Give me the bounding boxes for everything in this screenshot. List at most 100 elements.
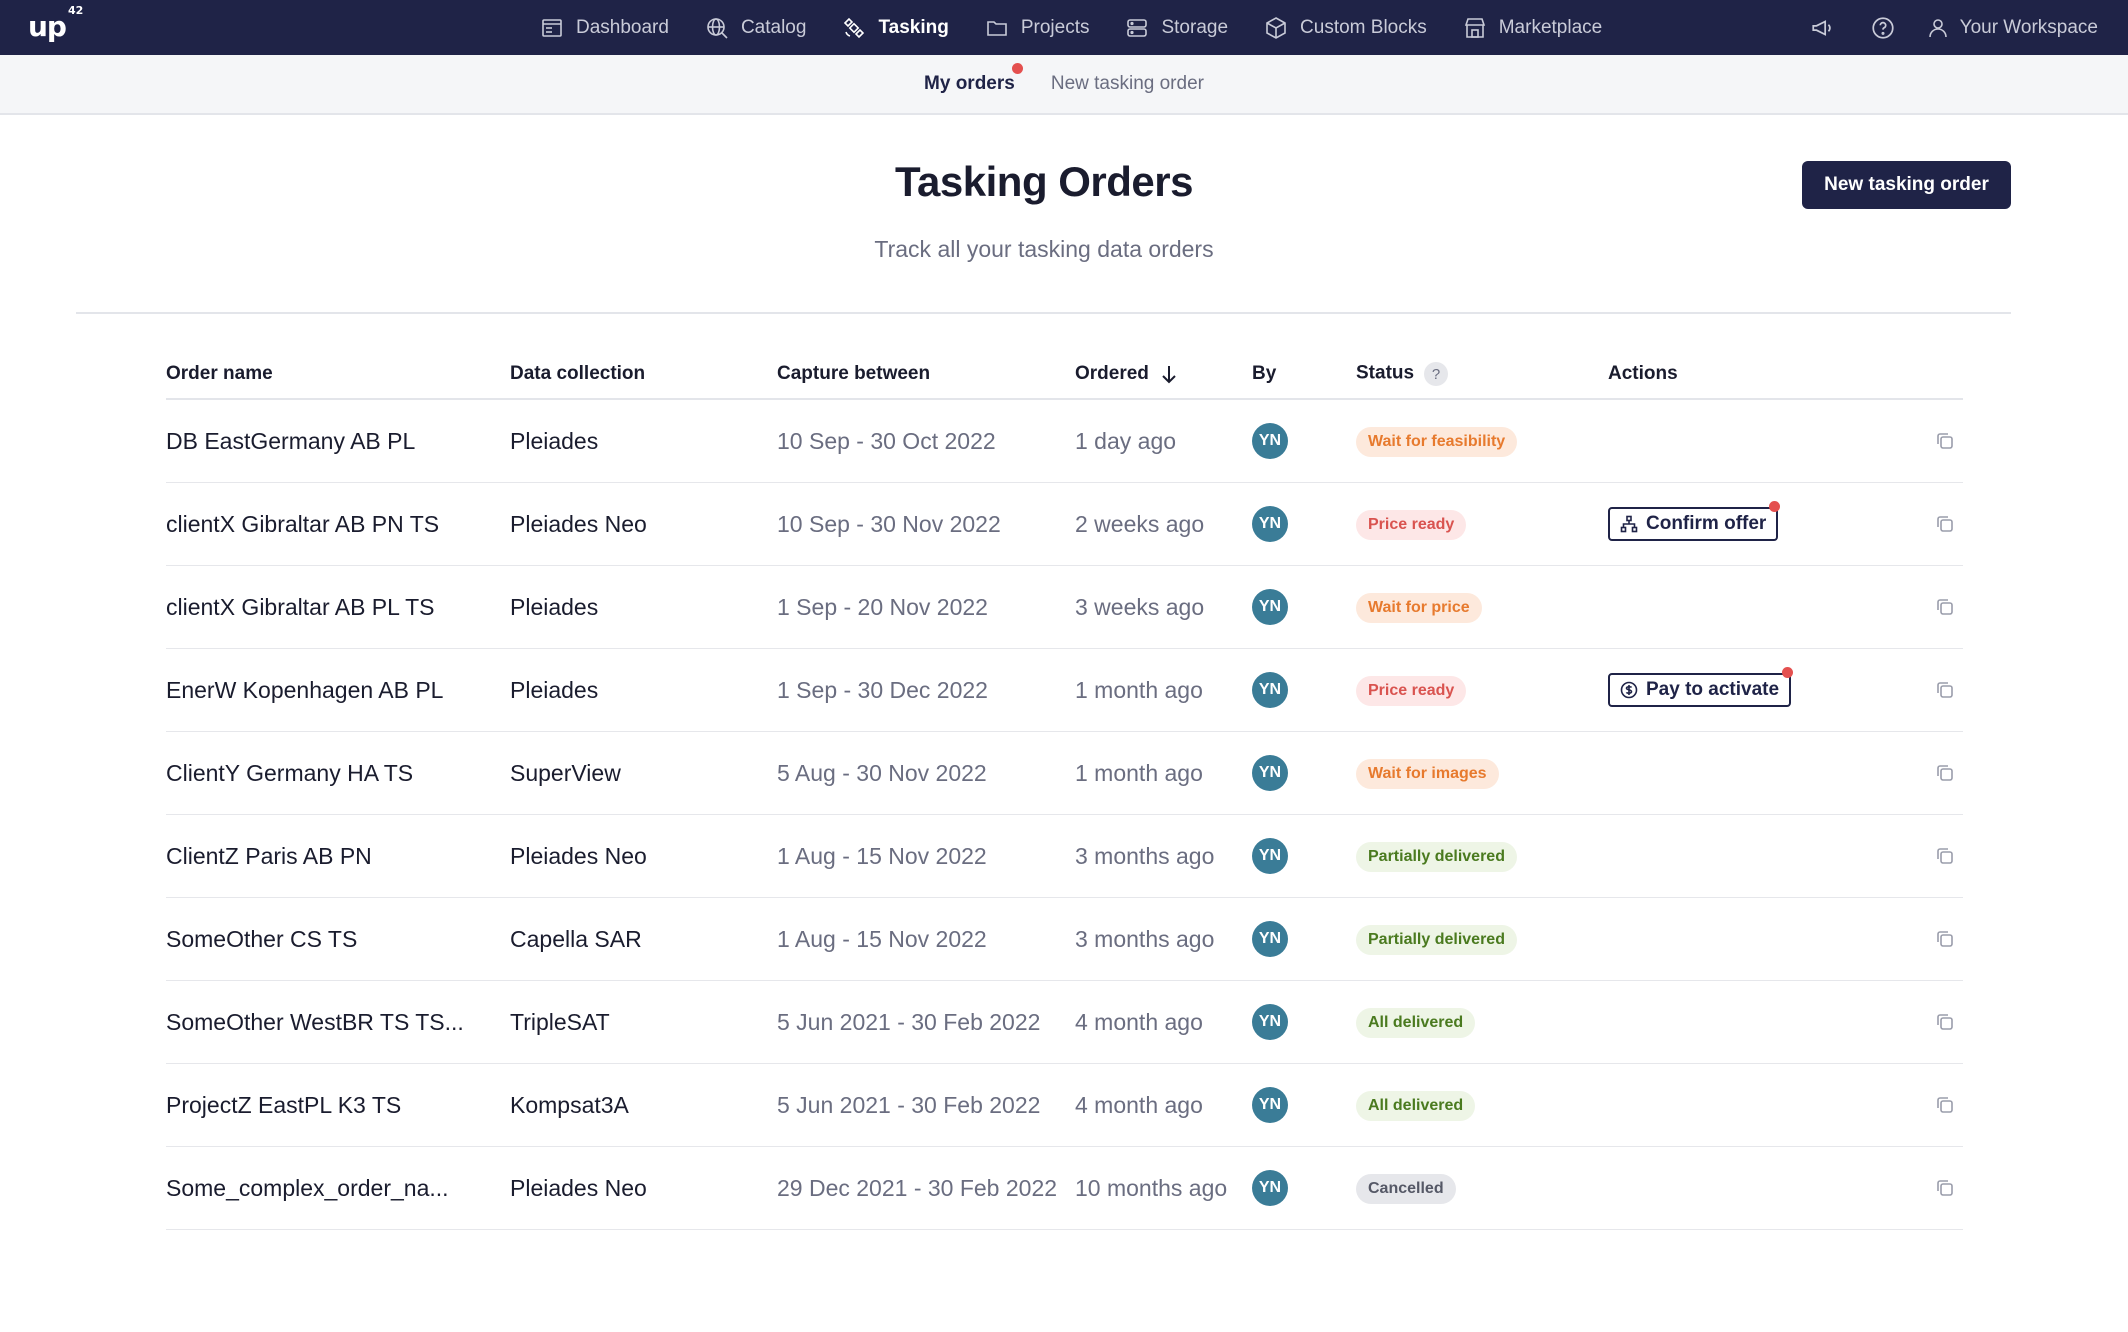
nav-item-storage[interactable]: Storage (1125, 0, 1228, 55)
main-nav: Dashboard Catalog Tasking Projects Stora… (540, 0, 1638, 55)
ordered-time: 4 month ago (1075, 1008, 1203, 1035)
by-cell: YN (1252, 672, 1356, 708)
nav-right-actions: Your Workspace (1776, 0, 2098, 55)
copy-icon[interactable] (1935, 1178, 1955, 1198)
data-collection: Kompsat3A (510, 1091, 629, 1118)
table-row[interactable]: ClientZ Paris AB PN Pleiades Neo 1 Aug - 1… (166, 815, 1963, 898)
orders-table: Order name Data collection Capture betwe… (166, 350, 1963, 1230)
copy-icon[interactable] (1935, 597, 1955, 617)
nav-label: Storage (1161, 16, 1229, 38)
sort-arrow-down-icon[interactable] (1159, 363, 1179, 385)
copy-cell (1928, 929, 1963, 949)
status-badge: All delivered (1356, 1091, 1476, 1121)
table-row[interactable]: clientX Gibraltar AB PL TS Pleiades 1 Sep … (166, 566, 1963, 649)
dashboard-icon (542, 18, 562, 37)
copy-cell (1928, 763, 1963, 783)
data-collection: Pleiades Neo (510, 510, 647, 537)
order-name[interactable]: DB EastGermany AB PL (166, 427, 416, 454)
table-row[interactable]: SomeOther WestBR TS TS... TripleSAT 5 Jun … (166, 981, 1963, 1064)
table-row[interactable]: Some_complex_order_na... Pleiades Neo 29 D… (166, 1147, 1963, 1230)
org-chart-icon (1620, 515, 1638, 533)
nav-label: Tasking (878, 16, 949, 38)
avatar[interactable]: YN (1252, 1004, 1288, 1040)
ordered-time: 2 weeks ago (1075, 510, 1205, 537)
nav-item-projects[interactable]: Projects (985, 0, 1089, 55)
col-ordered[interactable]: Ordered (1075, 363, 1252, 385)
by-cell: YN (1252, 506, 1356, 542)
avatar[interactable]: YN (1252, 1087, 1288, 1123)
pay-to-activate-button[interactable]: Pay to activate (1608, 667, 1794, 707)
ordered-time: 10 months ago (1075, 1174, 1228, 1201)
page-subtitle: Track all your tasking data orders (874, 236, 1214, 262)
table-row[interactable]: DB EastGermany AB PL Pleiades 10 Sep - 30 … (166, 400, 1963, 483)
confirm-offer-button[interactable]: Confirm offer (1608, 501, 1781, 541)
nav-item-catalog[interactable]: Catalog (705, 0, 806, 55)
store-icon (1464, 17, 1485, 38)
by-cell: YN (1252, 1004, 1356, 1040)
dollar-circle-icon (1620, 681, 1638, 699)
nav-item-marketplace[interactable]: Marketplace (1463, 0, 1602, 55)
avatar[interactable]: YN (1252, 423, 1288, 459)
status-cell: Price ready (1356, 674, 1608, 706)
table-row[interactable]: ProjectZ EastPL K3 TS Kompsat3A 5 Jun 2021… (166, 1064, 1963, 1147)
top-navbar: up 42 Dashboard Catalog Tasking Projects … (0, 0, 2128, 55)
copy-icon[interactable] (1935, 1012, 1955, 1032)
avatar[interactable]: YN (1252, 755, 1288, 791)
capture-range: 5 Jun 2021 - 30 Feb 2022 (777, 1008, 1041, 1035)
copy-icon[interactable] (1935, 680, 1955, 700)
table-row[interactable]: SomeOther CS TS Capella SAR 1 Aug - 15 Nov… (166, 898, 1963, 981)
order-name[interactable]: ClientY Germany HA TS (166, 759, 414, 786)
status-cell: Wait for price (1356, 591, 1608, 623)
new-tasking-order-button[interactable]: New tasking order (1802, 161, 2011, 209)
copy-icon[interactable] (1935, 1095, 1955, 1115)
user-icon (1928, 18, 1947, 37)
data-collection: Pleiades (510, 676, 599, 703)
avatar[interactable]: YN (1252, 1170, 1288, 1206)
table-row[interactable]: clientX Gibraltar AB PN TS Pleiades Neo 10… (166, 483, 1963, 566)
folder-icon (987, 20, 1007, 36)
help-circle-icon[interactable] (1870, 15, 1896, 41)
nav-item-custom-blocks[interactable]: Custom Blocks (1264, 0, 1427, 55)
copy-cell (1928, 514, 1963, 534)
order-name[interactable]: SomeOther WestBR TS TS... (166, 1008, 464, 1035)
tab-my-orders[interactable]: My orders (924, 63, 1023, 95)
order-name[interactable]: clientX Gibraltar AB PL TS (166, 593, 435, 620)
order-name[interactable]: ProjectZ EastPL K3 TS (166, 1091, 402, 1118)
data-collection: TripleSAT (510, 1008, 610, 1035)
avatar[interactable]: YN (1252, 506, 1288, 542)
megaphone-icon[interactable] (1810, 15, 1836, 41)
copy-icon[interactable] (1935, 514, 1955, 534)
order-name[interactable]: EnerW Kopenhagen AB PL (166, 676, 444, 703)
avatar[interactable]: YN (1252, 838, 1288, 874)
tab-new-tasking-order[interactable]: New tasking order (1050, 73, 1204, 94)
copy-icon[interactable] (1935, 763, 1955, 783)
copy-icon[interactable] (1935, 846, 1955, 866)
actions-cell: Pay to activate (1608, 667, 1928, 707)
avatar[interactable]: YN (1252, 672, 1288, 708)
col-status: Status? (1356, 362, 1608, 386)
copy-icon[interactable] (1935, 431, 1955, 451)
order-name[interactable]: Some_complex_order_na... (166, 1174, 449, 1201)
table-body: DB EastGermany AB PL Pleiades 10 Sep - 30 … (166, 400, 1963, 1230)
table-row[interactable]: EnerW Kopenhagen AB PL Pleiades 1 Sep - 30… (166, 649, 1963, 732)
status-badge: All delivered (1356, 1008, 1476, 1038)
up42-logo[interactable]: up 42 (28, 3, 84, 43)
status-help-icon[interactable]: ? (1424, 362, 1449, 386)
data-collection: SuperView (510, 759, 621, 786)
status-cell: Wait for images (1356, 757, 1608, 789)
avatar[interactable]: YN (1252, 921, 1288, 957)
workspace-menu[interactable]: Your Workspace (1926, 16, 2098, 40)
order-name[interactable]: ClientZ Paris AB PN (166, 842, 372, 869)
order-name[interactable]: SomeOther CS TS (166, 925, 358, 952)
nav-item-tasking[interactable]: Tasking (842, 0, 949, 55)
copy-cell (1928, 1095, 1963, 1115)
nav-item-dashboard[interactable]: Dashboard (540, 0, 669, 55)
ordered-time: 3 weeks ago (1075, 593, 1205, 620)
ordered-time: 1 month ago (1075, 759, 1203, 786)
avatar[interactable]: YN (1252, 589, 1288, 625)
by-cell: YN (1252, 921, 1356, 957)
table-row[interactable]: ClientY Germany HA TS SuperView 5 Aug - 30… (166, 732, 1963, 815)
copy-icon[interactable] (1935, 929, 1955, 949)
col-by: By (1252, 363, 1277, 384)
order-name[interactable]: clientX Gibraltar AB PN TS (166, 510, 440, 537)
